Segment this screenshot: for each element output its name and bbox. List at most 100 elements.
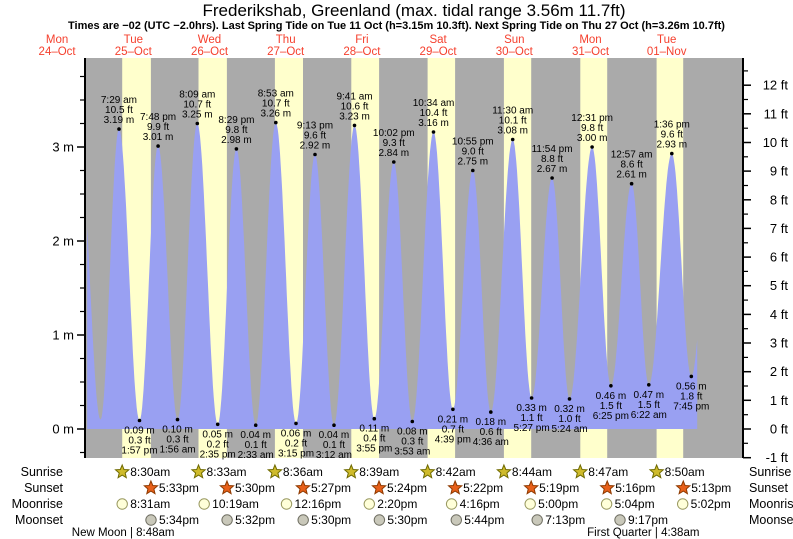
- sunset-icon: [599, 479, 616, 495]
- sunrise-icon: [496, 463, 512, 479]
- tide-height-m: 0.33 m: [516, 403, 547, 414]
- legend-moonrise-right: Moonrise: [749, 497, 793, 511]
- high-tide-annotation: 3.25 m10.7 ft8:09 am: [179, 90, 215, 121]
- legend-sunset-right: Sunset: [749, 481, 788, 495]
- tide-height-m: 3.08 m: [497, 125, 528, 136]
- moonrise-time: 2:20pm: [377, 497, 417, 511]
- tide-height-ft: 8.8 ft: [541, 154, 563, 165]
- tide-height-m: 0.08 m: [397, 426, 428, 437]
- tide-marker-dot: [352, 123, 357, 128]
- moonset-time: 5:34pm: [159, 513, 199, 527]
- tide-height-ft: 8.6 ft: [620, 160, 642, 171]
- tide-marker-dot: [137, 418, 142, 423]
- low-tide-annotation: 7:45 pm1.8 ft0.56 m: [673, 381, 709, 412]
- right-axis-label: 4 ft: [770, 307, 788, 322]
- day-date-label: 25–Oct: [115, 46, 153, 58]
- low-tide-annotation: 3:15 pm0.2 ft0.06 m: [278, 428, 314, 459]
- day-date-label: 31–Oct: [572, 46, 610, 58]
- moonrise-time: 5:04pm: [615, 497, 655, 511]
- tide-height-m: 0.18 m: [476, 417, 507, 428]
- tide-height-m: 3.19 m: [104, 115, 135, 126]
- tide-marker-dot: [274, 120, 278, 125]
- tide-marker-dot: [332, 423, 336, 428]
- chart-subtitle: Times are −02 (UTC −2.0hrs). Last Spring…: [68, 20, 725, 32]
- moonset-time: 5:44pm: [464, 513, 504, 527]
- right-axis-label: 7 ft: [770, 221, 788, 236]
- tide-height-m: 0.47 m: [634, 390, 665, 401]
- tide-height-ft: 0.3 ft: [128, 436, 150, 447]
- high-tide-annotation: 3.23 m10.6 ft9:41 am: [336, 91, 372, 122]
- tide-height-ft: 10.5 ft: [105, 105, 133, 116]
- tide-marker-dot: [410, 419, 415, 424]
- tide-marker-dot: [489, 410, 493, 414]
- tide-height-ft: 10.7 ft: [262, 99, 290, 110]
- tide-height-ft: 9.6 ft: [304, 131, 326, 142]
- tide-time: 8:09 am: [179, 90, 215, 101]
- tide-height-ft: 1.5 ft: [638, 400, 660, 411]
- sunrise-icon: [419, 463, 436, 479]
- moonset-time: 7:13pm: [545, 513, 585, 527]
- tide-height-ft: 9.9 ft: [147, 122, 169, 133]
- right-axis-label: 2 ft: [770, 364, 788, 379]
- tide-time: 4:36 am: [473, 437, 509, 448]
- right-axis-ticks: [743, 70, 751, 459]
- moonrise-time: 10:19am: [212, 497, 259, 511]
- day-date-label: 30–Oct: [496, 46, 534, 58]
- sunrise-time: 8:42am: [436, 465, 476, 479]
- tide-marker-dot: [372, 416, 377, 421]
- moonset-time: 5:32pm: [235, 513, 275, 527]
- tide-height-ft: 9.6 ft: [661, 130, 683, 141]
- moonset-icon: [450, 514, 462, 526]
- day-label: Sat: [429, 34, 447, 46]
- day-label: Thu: [276, 34, 296, 46]
- tide-time: 1:56 am: [159, 445, 195, 456]
- tide-time: 11:30 am: [492, 105, 533, 116]
- tide-marker-dot: [609, 384, 613, 388]
- right-axis-label: 8 ft: [770, 192, 788, 207]
- moonset-icon: [614, 514, 626, 526]
- tide-time: 6:25 pm: [593, 411, 629, 422]
- tide-height-m: 0.11 m: [359, 424, 389, 435]
- tide-time: 3:15 pm: [278, 448, 314, 459]
- tide-marker-dot: [451, 407, 455, 412]
- low-tide-annotation: 4:39 pm0.7 ft0.21 m: [435, 414, 471, 445]
- tide-height-m: 3.25 m: [182, 110, 213, 121]
- tide-time: 4:39 pm: [435, 434, 471, 445]
- sunrise-icon: [343, 463, 360, 479]
- tide-height-ft: 0.4 ft: [363, 434, 385, 445]
- tide-time: 1:36 pm: [654, 120, 690, 131]
- moonrise-time: 5:00pm: [538, 497, 578, 511]
- sunset-icon: [295, 479, 311, 495]
- legend-moonrise-left: Moonrise: [12, 497, 63, 511]
- tide-height-m: 0.04 m: [240, 430, 271, 441]
- sunrise-time: 8:39am: [359, 465, 399, 479]
- left-axis-label: 1 m: [52, 328, 74, 343]
- tide-height-m: 0.06 m: [281, 428, 312, 439]
- tide-height-m: 2.75 m: [457, 157, 488, 168]
- tide-time: 8:29 pm: [218, 115, 254, 126]
- left-axis-ticks: [77, 75, 85, 454]
- tide-height-ft: 0.3 ft: [401, 436, 423, 447]
- tide-height-ft: 0.1 ft: [323, 440, 345, 451]
- tide-height-m: 0.05 m: [202, 429, 233, 440]
- sunset-icon: [371, 479, 387, 495]
- moon-phase-note: First Quarter | 4:38am: [587, 527, 699, 539]
- tide-marker-dot: [392, 160, 396, 164]
- moonset-time: 9:17pm: [628, 513, 668, 527]
- day-label: Sun: [504, 34, 524, 46]
- tide-time: 2:35 pm: [200, 449, 236, 460]
- tide-time: 5:27 pm: [514, 423, 550, 434]
- moonrise-time: 5:02pm: [691, 497, 731, 511]
- sunset-time: 5:19pm: [539, 481, 579, 495]
- sunset-icon: [675, 479, 692, 495]
- moonset-time: 5:30pm: [311, 513, 351, 527]
- low-tide-annotation: 1:57 pm0.3 ft0.09 m: [121, 426, 157, 457]
- right-axis-label: 0 ft: [770, 422, 788, 437]
- tide-time: 10:34 am: [413, 98, 455, 109]
- sunrise-icon: [648, 463, 665, 479]
- low-tide-annotation: 3:12 am0.1 ft0.04 m: [316, 430, 352, 461]
- tide-time: 1:57 pm: [121, 446, 157, 457]
